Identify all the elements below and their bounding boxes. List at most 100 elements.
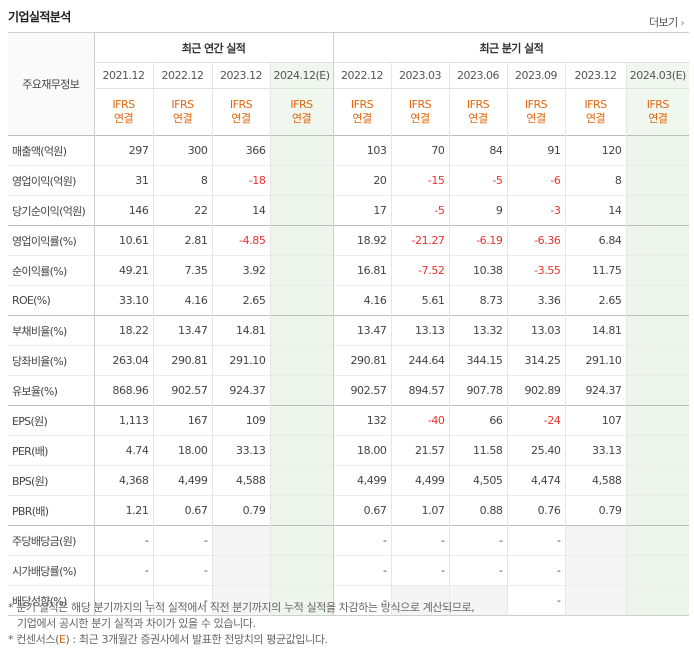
- ifrs-label: IFRS: [229, 98, 253, 111]
- table-cell: [269, 525, 334, 556]
- accounting-standard: IFRS 연결: [269, 88, 334, 136]
- table-cell: 84: [448, 135, 508, 166]
- table-cell: [625, 255, 690, 286]
- table-row: EPS(원) 1,113 167 109 132 -40 66 -24 107: [8, 405, 690, 436]
- table-cell: -: [332, 585, 392, 616]
- table-cell: 1.21: [94, 495, 153, 526]
- table-cell: 10.61: [94, 225, 153, 256]
- accounting-standard: IFRS 연결: [564, 88, 627, 136]
- table-cell: 33.13: [211, 435, 270, 466]
- more-label[interactable]: 더보기: [649, 16, 678, 29]
- table-cell: [269, 255, 334, 286]
- consolidated-label: 연결: [648, 112, 668, 125]
- row-label: ROE(%): [8, 285, 95, 316]
- table-cell: -6.36: [506, 225, 566, 256]
- table-cell: 1.07: [390, 495, 450, 526]
- table-cell: -: [94, 555, 153, 586]
- table-cell: -: [448, 555, 508, 586]
- table-cell: [564, 555, 627, 586]
- period-header: 2023.12: [564, 62, 627, 89]
- ifrs-label: IFRS: [290, 98, 313, 111]
- row-label: 주당배당금(원): [8, 525, 95, 556]
- table-cell: [269, 225, 334, 256]
- table-cell: 4,474: [506, 465, 566, 496]
- period-header: 2023.09: [506, 62, 566, 89]
- table-cell: 13.13: [390, 315, 450, 346]
- table-cell: [625, 525, 690, 556]
- table-cell: 0.79: [564, 495, 627, 526]
- table-cell: 291.10: [211, 345, 270, 376]
- table-cell: [625, 285, 690, 316]
- ifrs-label: IFRS: [408, 98, 432, 111]
- table-row: 주당배당금(원) - - - - - -: [8, 525, 690, 556]
- table-cell: 902.57: [332, 375, 392, 406]
- table-cell: 8: [564, 165, 627, 196]
- table-cell: 366: [211, 135, 270, 166]
- row-label: 시가배당률(%): [8, 555, 95, 586]
- table-cell: 4,499: [390, 465, 450, 496]
- row-label: PER(배): [8, 435, 95, 466]
- table-cell: -5: [448, 165, 508, 196]
- table-row: 매출액(억원) 297 300 366 103 70 84 91 120: [8, 135, 690, 166]
- table-cell: [625, 135, 690, 166]
- table-cell: 4,499: [152, 465, 212, 496]
- accounting-standard: IFRS 연결: [211, 88, 270, 136]
- table-cell: -: [506, 555, 566, 586]
- table-cell: [211, 585, 270, 616]
- consolidated-label: 연결: [468, 112, 488, 125]
- accounting-standard: IFRS 연결: [506, 88, 566, 136]
- table-cell: 4.16: [152, 285, 212, 316]
- table-cell: 25.40: [506, 435, 566, 466]
- table-cell: 291.10: [564, 345, 627, 376]
- table-row: ROE(%) 33.10 4.16 2.65 4.16 5.61 8.73 3.36 2.65: [8, 285, 690, 316]
- period-header: 2023.03: [390, 62, 450, 89]
- table-cell: 868.96: [94, 375, 153, 406]
- more-link[interactable]: 더보기 ›: [649, 14, 685, 30]
- table-cell: 13.47: [332, 315, 392, 346]
- table-cell: 0.88: [448, 495, 508, 526]
- section-title: 기업실적분석: [8, 10, 71, 24]
- period-header: 2022.12: [332, 62, 392, 89]
- period-header: 2024.12(E): [269, 62, 334, 89]
- table-cell: 14.81: [211, 315, 270, 346]
- table-cell: [625, 555, 690, 586]
- table-row: 영업이익(억원) 31 8 -18 20 -15 -5 -6 8: [8, 165, 690, 196]
- table-cell: 103: [332, 135, 392, 166]
- table-cell: 1,113: [94, 405, 153, 436]
- table-cell: 244.64: [390, 345, 450, 376]
- table-cell: -: [94, 525, 153, 556]
- table-cell: -: [506, 525, 566, 556]
- table-cell: 13.03: [506, 315, 566, 346]
- table-row: 당좌비율(%) 263.04 290.81 291.10 290.81 244.64 344…: [8, 345, 690, 376]
- table-cell: 0.79: [211, 495, 270, 526]
- table-cell: [625, 165, 690, 196]
- chevron-right-icon: ›: [680, 18, 685, 29]
- table-cell: -18: [211, 165, 270, 196]
- footnote-2: * 컨센서스(E) : 최근 3개월간 증권사에서 발표한 전망치의 평균값입니…: [8, 632, 474, 648]
- table-cell: -40: [390, 405, 450, 436]
- row-label: 부채비율(%): [8, 315, 95, 346]
- ifrs-label: IFRS: [584, 98, 607, 111]
- table-cell: [625, 345, 690, 376]
- table-cell: [269, 345, 334, 376]
- table-cell: -4.85: [211, 225, 270, 256]
- table-cell: 314.25: [506, 345, 566, 376]
- table-cell: [269, 165, 334, 196]
- table-cell: 18.22: [94, 315, 153, 346]
- footnote-2-suffix: ) : 최근 3개월간 증권사에서 발표한 전망치의 평균값입니다.: [65, 633, 329, 646]
- accounting-standard: IFRS 연결: [390, 88, 450, 136]
- ifrs-label: IFRS: [646, 98, 670, 111]
- table-cell: 902.57: [152, 375, 212, 406]
- table-cell: [269, 405, 334, 436]
- table-cell: -5: [390, 195, 450, 226]
- table-cell: -: [332, 525, 392, 556]
- ifrs-label: IFRS: [466, 98, 490, 111]
- table-cell: 290.81: [332, 345, 392, 376]
- table-cell: [564, 525, 627, 556]
- accounting-standard: IFRS 연결: [625, 88, 690, 136]
- table-cell: -15: [390, 165, 450, 196]
- table-cell: -21.27: [390, 225, 450, 256]
- row-label: 매출액(억원): [8, 135, 95, 166]
- table-cell: [269, 585, 334, 616]
- table-cell: [625, 195, 690, 226]
